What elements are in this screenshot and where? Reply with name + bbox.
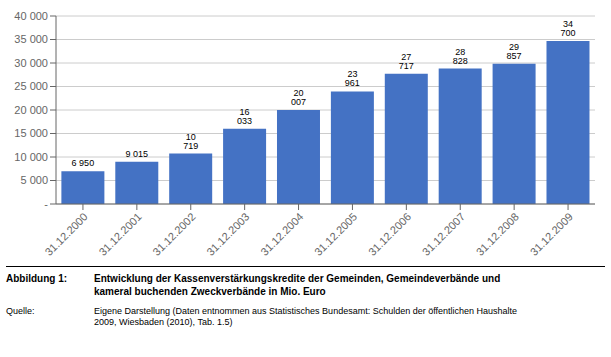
svg-text:20 000: 20 000	[14, 104, 48, 116]
html-text:Quelle:: Quelle:	[6, 306, 35, 316]
svg-text:28828: 28828	[453, 47, 468, 66]
svg-text:5 000: 5 000	[20, 174, 48, 186]
svg-text:20007: 20007	[291, 88, 306, 107]
svg-text:31.12.2005: 31.12.2005	[312, 210, 359, 257]
svg-text:10719: 10719	[183, 132, 198, 151]
svg-text:10 000: 10 000	[14, 151, 48, 163]
svg-text:31.12.2006: 31.12.2006	[366, 210, 413, 257]
svg-text:27717: 27717	[399, 52, 414, 71]
svg-text:31.12.2001: 31.12.2001	[96, 210, 143, 257]
svg-text:31.12.2004: 31.12.2004	[258, 210, 305, 257]
svg-text:23961: 23961	[345, 69, 360, 88]
svg-text:31.12.2009: 31.12.2009	[528, 210, 575, 257]
svg-text:6 950: 6 950	[72, 158, 95, 168]
svg-text:25 000: 25 000	[14, 80, 48, 92]
html-text:Abbildung 1:: Abbildung 1:	[6, 273, 68, 284]
svg-text:31.12.2000: 31.12.2000	[42, 210, 89, 257]
svg-text:30 000: 30 000	[14, 57, 48, 69]
svg-text:16033: 16033	[237, 107, 252, 126]
svg-text:9 015: 9 015	[126, 149, 149, 159]
svg-text:31.12.2003: 31.12.2003	[204, 210, 251, 257]
svg-text:31.12.2008: 31.12.2008	[474, 210, 521, 257]
svg-text:31.12.2007: 31.12.2007	[420, 210, 467, 257]
svg-text:-: -	[44, 198, 48, 210]
svg-text:15 000: 15 000	[14, 127, 48, 139]
html-text:Eigene Darstellung (Daten entn: Eigene Darstellung (Daten entnommen aus …	[94, 306, 518, 328]
html-text:Entwicklung der Kassenverstärk: Entwicklung der Kassenverstärkungskredit…	[94, 273, 501, 297]
svg-text:40 000: 40 000	[14, 10, 48, 22]
svg-text:35 000: 35 000	[14, 33, 48, 45]
svg-text:29857: 29857	[507, 42, 522, 61]
svg-text:31.12.2002: 31.12.2002	[150, 210, 197, 257]
svg-text:34700: 34700	[560, 19, 575, 38]
